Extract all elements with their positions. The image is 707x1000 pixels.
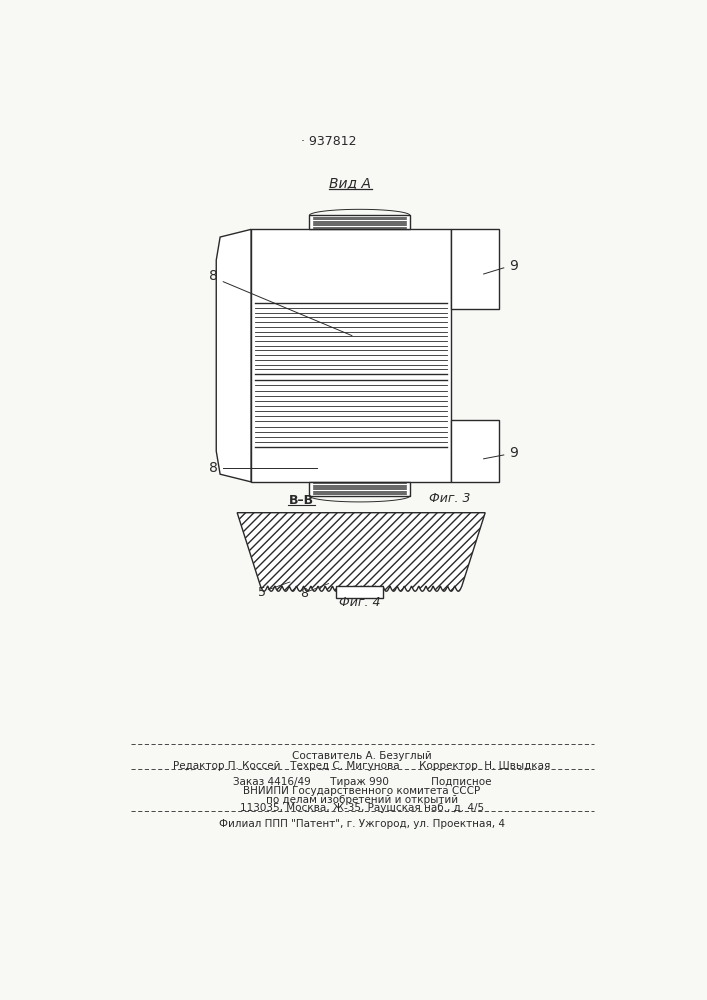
Text: Заказ 4416/49      Тираж 990             Подписное: Заказ 4416/49 Тираж 990 Подписное [233,777,491,787]
Text: 113035, Москва, Ж-35, Раушская наб., д. 4/5: 113035, Москва, Ж-35, Раушская наб., д. … [240,803,484,813]
Text: B–B: B–B [289,494,314,507]
Text: Фиг. 4: Фиг. 4 [339,596,380,609]
Polygon shape [309,482,410,496]
Polygon shape [451,420,499,482]
Text: по делам изобретений и открытий: по делам изобретений и открытий [266,795,458,805]
Polygon shape [451,229,499,309]
Text: · 937812: · 937812 [301,135,356,148]
Text: ВНИИПИ Государственного комитета СССР: ВНИИПИ Государственного комитета СССР [243,786,481,796]
Text: 8: 8 [300,587,308,600]
Text: 8: 8 [209,269,218,283]
Text: Составитель А. Безуглый: Составитель А. Безуглый [292,751,432,761]
Polygon shape [237,513,485,591]
Text: Вид А: Вид А [329,176,371,190]
Text: 8: 8 [209,461,218,475]
Text: Филиал ППП "Патент", г. Ужгород, ул. Проектная, 4: Филиал ППП "Патент", г. Ужгород, ул. Про… [219,819,505,829]
Text: Редактор П. Коссей   Техред С. Мигунова      Корректор  Н. Швыдкая: Редактор П. Коссей Техред С. Мигунова Ко… [173,761,551,771]
Polygon shape [216,229,251,482]
Polygon shape [251,229,451,482]
Polygon shape [337,586,383,598]
Text: 9: 9 [508,259,518,273]
Text: 9: 9 [508,446,518,460]
Polygon shape [309,215,410,229]
Text: 5: 5 [258,586,266,599]
Text: Фиг. 3: Фиг. 3 [429,492,471,505]
